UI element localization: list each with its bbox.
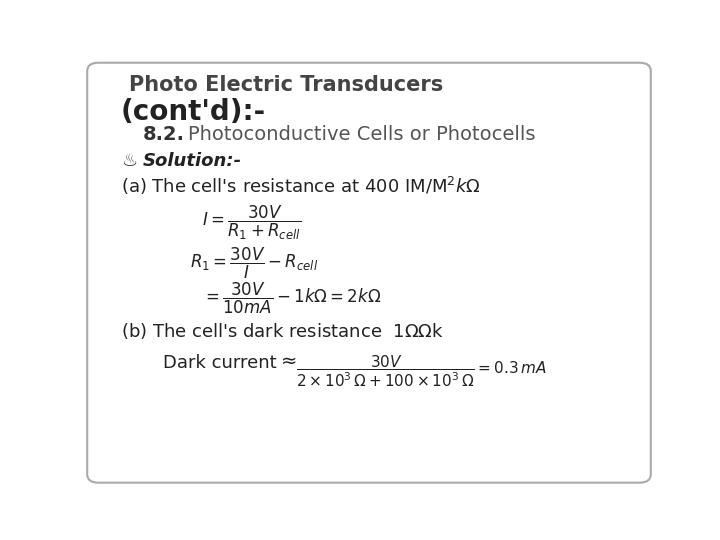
Text: $\approx$: $\approx$ [277,351,297,370]
Text: (b) The cell's dark resistance  1$\Omega\Omega$k: (b) The cell's dark resistance 1$\Omega\… [121,321,444,341]
Text: $\dfrac{30V}{2\times10^3\,\Omega + 100\times10^3\,\Omega} = 0.3\,mA$: $\dfrac{30V}{2\times10^3\,\Omega + 100\t… [297,354,547,389]
Text: $= \dfrac{30V}{10mA} - 1k\Omega = 2k\Omega$: $= \dfrac{30V}{10mA} - 1k\Omega = 2k\Ome… [202,281,381,316]
Text: $R_1 = \dfrac{30V}{I} - R_{cell}$: $R_1 = \dfrac{30V}{I} - R_{cell}$ [190,246,319,281]
Text: Photo Electric Transducers: Photo Electric Transducers [129,75,444,95]
FancyBboxPatch shape [87,63,651,483]
Text: Solution:-: Solution:- [143,152,242,170]
Text: (cont'd):-: (cont'd):- [121,98,266,126]
Text: ♨: ♨ [121,152,137,170]
Text: Photoconductive Cells or Photocells: Photoconductive Cells or Photocells [188,125,535,144]
Text: $I = \dfrac{30V}{R_1 + R_{cell}}$: $I = \dfrac{30V}{R_1 + R_{cell}}$ [202,204,301,242]
Text: Dark current: Dark current [163,354,276,372]
Text: (a) The cell's resistance at 400 IM/M$^{2}k\Omega$: (a) The cell's resistance at 400 IM/M$^{… [121,175,480,197]
Text: 8.2.: 8.2. [143,125,185,144]
